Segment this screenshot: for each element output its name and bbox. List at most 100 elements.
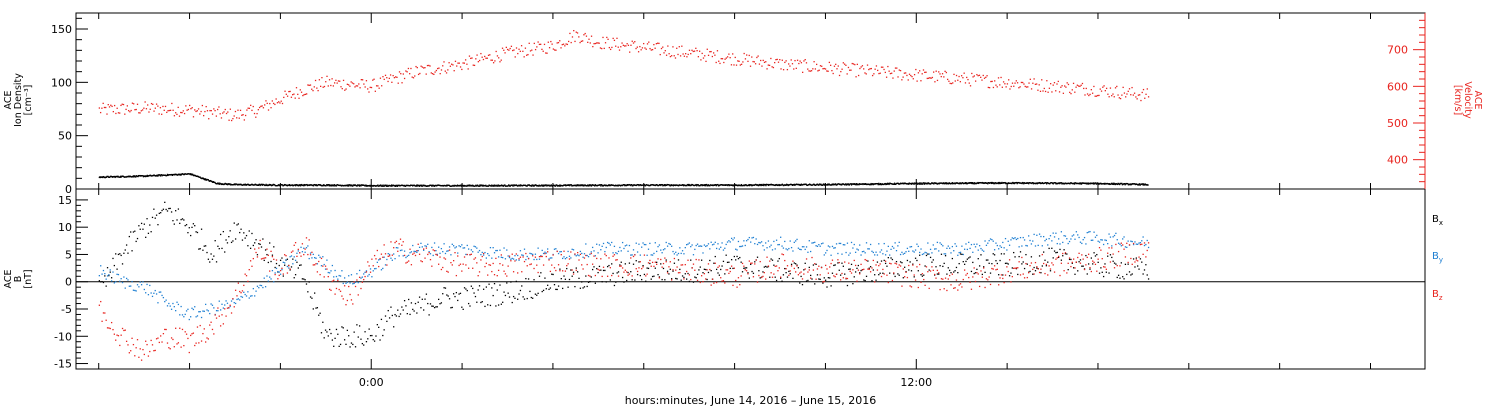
by-point: [1064, 235, 1067, 237]
density-point: [294, 184, 296, 186]
velocity-point: [529, 50, 532, 52]
by-point: [1008, 244, 1011, 246]
velocity-point: [169, 109, 172, 111]
bz-point: [195, 342, 197, 344]
by-point: [285, 259, 287, 261]
density-point: [418, 184, 420, 187]
velocity-point: [271, 100, 273, 102]
bx-point: [833, 264, 835, 267]
by-point: [585, 243, 587, 245]
bx-point: [557, 285, 560, 287]
bz-point: [228, 306, 230, 309]
by-point: [869, 243, 872, 246]
velocity-point: [139, 112, 141, 114]
bx-point: [525, 277, 527, 280]
bz-point: [983, 267, 985, 269]
by-point: [210, 303, 212, 305]
velocity-point: [223, 111, 225, 113]
density-point: [1078, 183, 1081, 185]
by-point: [823, 254, 825, 256]
velocity-point: [756, 56, 758, 59]
by-point: [281, 268, 283, 271]
density-point: [672, 184, 674, 186]
velocity-point: [901, 79, 903, 81]
by-point: [226, 302, 229, 304]
by-point: [259, 284, 261, 286]
velocity-point: [757, 55, 759, 57]
bx-point: [354, 346, 357, 348]
by-point: [130, 285, 132, 287]
density-point: [917, 183, 920, 185]
velocity-point: [634, 41, 636, 43]
bx-point: [869, 266, 872, 268]
bx-point: [1086, 273, 1088, 275]
velocity-point: [1118, 97, 1120, 99]
velocity-point: [761, 65, 763, 67]
bz-point: [628, 273, 631, 275]
bz-point: [429, 258, 432, 261]
velocity-point: [243, 119, 245, 121]
density-point: [360, 185, 362, 187]
velocity-point: [1006, 83, 1009, 85]
bx-point: [974, 272, 977, 274]
bz-point: [758, 274, 760, 277]
bz-point: [229, 304, 231, 306]
velocity-point: [710, 50, 712, 53]
by-point: [393, 253, 395, 255]
velocity-point: [1025, 86, 1028, 88]
velocity-point: [809, 70, 811, 72]
by-point: [537, 247, 539, 249]
by-point: [647, 248, 650, 250]
by-point: [176, 301, 178, 303]
bz-point: [948, 274, 951, 277]
velocity-point: [930, 77, 932, 79]
bx-point: [386, 320, 388, 323]
density-point: [176, 173, 178, 176]
by-point: [318, 254, 320, 256]
velocity-point: [1011, 82, 1014, 84]
by-point: [252, 287, 254, 290]
bz-point: [369, 271, 372, 273]
bx-point: [992, 253, 994, 255]
by-point: [386, 258, 388, 261]
bx-point: [221, 247, 223, 250]
density-point: [550, 184, 552, 186]
by-point: [200, 316, 203, 319]
density-point: [320, 184, 322, 186]
bx-point: [602, 269, 605, 272]
bz-point: [247, 280, 249, 283]
bx-point: [733, 255, 735, 258]
velocity-point: [283, 96, 285, 99]
velocity-point: [514, 56, 516, 58]
bx-point: [443, 287, 445, 289]
bx-point: [961, 253, 963, 256]
bz-point: [218, 315, 220, 317]
bz-point: [638, 267, 640, 269]
density-point: [288, 183, 291, 186]
bx-point: [664, 279, 666, 281]
bx-point: [200, 228, 203, 230]
velocity-point: [538, 43, 541, 46]
bz-point: [860, 263, 862, 266]
by-point: [1004, 237, 1007, 240]
velocity-point: [669, 55, 672, 58]
bz-point: [466, 253, 468, 256]
velocity-point: [161, 113, 163, 115]
bz-point: [894, 262, 896, 264]
by-point: [463, 247, 466, 249]
bz-point: [106, 327, 109, 329]
bz-point: [155, 338, 158, 340]
by-point: [420, 242, 422, 244]
velocity-point: [150, 102, 153, 105]
bz-point: [1049, 268, 1052, 270]
density-point: [990, 182, 993, 185]
bx-point: [410, 302, 413, 304]
density-point: [690, 184, 692, 186]
velocity-point: [1114, 87, 1117, 89]
bz-point: [1015, 267, 1018, 269]
by-point: [134, 289, 136, 292]
by-point: [818, 244, 820, 246]
by-point: [380, 269, 383, 271]
by-point: [536, 258, 538, 261]
density-point: [1028, 183, 1030, 185]
